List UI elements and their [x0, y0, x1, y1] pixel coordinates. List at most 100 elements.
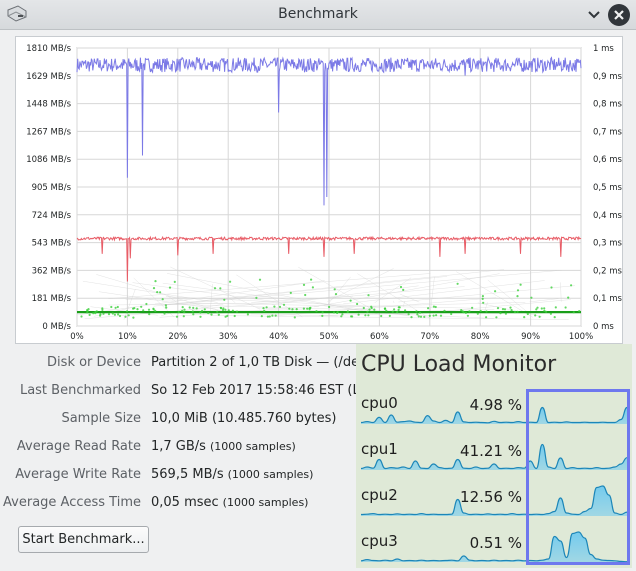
access-time-point: [336, 311, 339, 314]
access-time-point: [147, 308, 151, 311]
access-time-point: [308, 307, 312, 310]
info-label: Last Benchmarked: [19, 383, 141, 398]
access-time-point: [462, 311, 465, 314]
info-value-text: 1,7 GB/s: [151, 439, 206, 454]
access-time-point: [233, 314, 236, 318]
access-time-point: [111, 312, 114, 315]
cpu-load-area: [361, 486, 627, 516]
x-tick-label: 60%: [370, 332, 389, 342]
access-time-trace: [189, 302, 475, 309]
cpu-name: cpu1: [361, 440, 398, 458]
access-time-point: [456, 282, 459, 285]
access-time-point: [99, 314, 102, 317]
access-time-point: [154, 309, 157, 312]
access-time-point: [435, 314, 438, 317]
cpu-load-line: [360, 531, 628, 563]
access-time-point: [173, 280, 176, 283]
access-time-point: [192, 306, 195, 309]
access-time-point: [273, 305, 276, 308]
access-time-point: [181, 309, 184, 312]
access-time-point: [516, 289, 520, 292]
access-time-point: [310, 278, 313, 281]
access-time-point: [114, 306, 117, 309]
access-time-trace: [82, 280, 218, 303]
minimize-chevron-icon[interactable]: [584, 5, 604, 25]
access-time-point: [540, 307, 543, 310]
access-time-point: [504, 312, 507, 315]
access-time-trace: [125, 299, 188, 301]
access-time-point: [526, 312, 529, 316]
info-label: Sample Size: [61, 411, 141, 426]
access-time-point: [496, 307, 500, 310]
info-row: Sample Size 10,0 MiB (10.485.760 bytes): [0, 411, 636, 431]
access-time-point: [482, 301, 485, 304]
close-icon: [614, 10, 624, 20]
access-time-point: [94, 312, 97, 315]
access-time-point: [224, 308, 227, 311]
access-time-point: [164, 304, 167, 307]
access-time-point: [183, 308, 186, 311]
access-time-point: [415, 310, 418, 313]
y-left-tick-label: 1629 MB/s: [26, 72, 71, 82]
cpu-load-line: [360, 443, 628, 470]
x-tick-label: 10%: [118, 332, 137, 342]
access-time-point: [510, 309, 513, 312]
x-tick-label: 90%: [521, 332, 540, 342]
cpu-load-graph: [360, 406, 628, 424]
access-time-trace: [393, 300, 395, 303]
access-time-point: [519, 283, 522, 286]
access-time-point: [210, 313, 213, 316]
access-time-point: [132, 307, 135, 310]
access-time-point: [402, 288, 405, 291]
cpu-percent: 12.56 %: [460, 488, 522, 506]
access-time-point: [333, 288, 336, 291]
access-time-point: [168, 286, 172, 289]
access-time-point: [499, 312, 502, 315]
access-time-trace: [560, 282, 562, 302]
info-value-text: 569,5 MB/s: [151, 467, 224, 482]
access-time-point: [140, 305, 143, 308]
access-time-point: [396, 311, 399, 314]
access-time-point: [439, 314, 443, 317]
access-time-trace: [399, 293, 420, 303]
access-time-point: [148, 313, 151, 316]
access-time-point: [183, 311, 186, 314]
access-time-trace: [209, 283, 213, 315]
info-label: Average Write Rate: [15, 467, 141, 482]
close-button[interactable]: [608, 4, 630, 26]
access-time-point: [485, 316, 488, 319]
info-row: Disk or Device Partition 2 of 1,0 TB Disk…: [0, 355, 636, 375]
y-right-tick-label: 0,9 ms: [593, 72, 622, 82]
access-time-point: [229, 280, 232, 283]
access-time-point: [407, 313, 410, 316]
access-time-point: [224, 315, 227, 318]
access-time-trace: [298, 266, 377, 312]
access-time-point: [476, 312, 479, 315]
x-tick-label: 20%: [168, 332, 187, 342]
info-value-text: So 12 Feb 2017 15:58:46 EST (Less t: [151, 383, 391, 398]
access-time-point: [278, 305, 282, 308]
access-time-point: [255, 296, 258, 299]
access-time-point: [88, 313, 91, 316]
access-time-point: [513, 311, 517, 314]
cpu-load-area: [361, 532, 627, 562]
access-time-point: [530, 296, 533, 299]
start-benchmark-button[interactable]: Start Benchmark...: [18, 526, 149, 553]
access-time-point: [578, 310, 581, 313]
access-time-point: [383, 307, 387, 310]
cpu-percent: 4.98 %: [469, 396, 522, 414]
cpu-name: cpu0: [361, 394, 398, 412]
access-time-point: [101, 308, 104, 311]
benchmark-chart-svg: 1810 MB/s 1629 MB/s 1448 MB/s 1267 MB/s 1086…: [26, 44, 622, 342]
access-time-point: [427, 307, 430, 310]
access-time-point: [226, 314, 229, 317]
access-time-trace: [433, 299, 571, 313]
access-time-point: [216, 310, 219, 313]
access-time-point: [554, 306, 557, 309]
access-time-point: [274, 314, 277, 317]
access-time-trace: [96, 274, 222, 312]
access-time-point: [388, 314, 391, 317]
access-time-point: [152, 307, 155, 310]
access-time-point: [302, 307, 305, 310]
access-time-trace: [211, 315, 569, 320]
